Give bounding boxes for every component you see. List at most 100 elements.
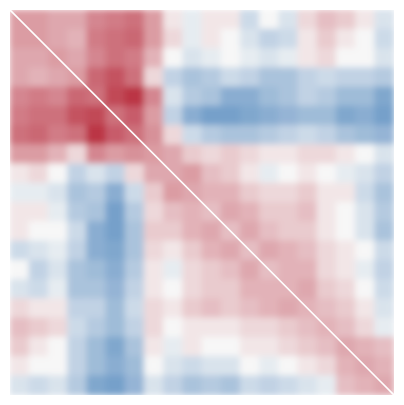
heatmap-cell <box>316 67 337 88</box>
heatmap-cell <box>105 28 126 49</box>
heatmap-cell <box>259 10 280 30</box>
heatmap-cell <box>220 202 241 223</box>
heatmap-cell <box>182 356 203 377</box>
heatmap-cell <box>105 86 126 107</box>
heatmap-cell <box>163 356 184 377</box>
heatmap-cell <box>143 375 165 395</box>
heatmap-cell <box>278 182 299 203</box>
heatmap-cell <box>67 279 88 300</box>
heatmap-cell <box>163 240 184 261</box>
heatmap-cell <box>297 163 318 184</box>
heatmap-cell <box>124 48 145 69</box>
heatmap-cell <box>86 240 107 261</box>
heatmap-cell <box>182 240 203 261</box>
heatmap-cell <box>86 125 107 146</box>
heatmap-cell <box>105 125 126 146</box>
heatmap-cell <box>10 279 30 300</box>
heatmap-cell <box>278 28 299 49</box>
heatmap-cell <box>143 28 165 49</box>
heatmap-cell <box>105 10 126 30</box>
heatmap-cell <box>86 279 107 300</box>
heatmap-cell <box>143 125 165 146</box>
heatmap-cell <box>239 163 261 184</box>
heatmap-cell <box>124 375 145 395</box>
heatmap-cell <box>335 28 357 49</box>
heatmap-cell <box>47 317 69 338</box>
heatmap-cell <box>220 10 241 30</box>
heatmap-cell <box>143 163 165 184</box>
heatmap-cell <box>220 67 241 88</box>
heatmap-cell <box>297 279 318 300</box>
heatmap-cell <box>355 240 376 261</box>
heatmap-cell <box>316 202 337 223</box>
heatmap-cell <box>220 259 241 280</box>
heatmap-cell <box>239 279 261 300</box>
heatmap-cell <box>278 67 299 88</box>
heatmap-cell <box>355 86 376 107</box>
heatmap-cell <box>67 240 88 261</box>
heatmap-cell <box>124 279 145 300</box>
heatmap-cell <box>182 163 203 184</box>
heatmap-cell <box>220 144 241 165</box>
heatmap-cell <box>105 336 126 357</box>
heatmap-cell <box>47 182 69 203</box>
heatmap-cell <box>316 86 337 107</box>
heatmap-cell <box>47 202 69 223</box>
heatmap-cell <box>67 163 88 184</box>
heatmap-cell <box>259 105 280 126</box>
heatmap-cell <box>182 144 203 165</box>
heatmap-cell <box>47 125 69 146</box>
heatmap-cell <box>335 317 357 338</box>
heatmap-cell <box>259 144 280 165</box>
heatmap-diagonal <box>9 9 395 396</box>
heatmap-cell <box>259 336 280 357</box>
heatmap-cell <box>28 105 49 126</box>
heatmap-cell <box>259 356 280 377</box>
heatmap-cell <box>143 317 165 338</box>
heatmap-cell <box>163 317 184 338</box>
heatmap-cell <box>28 144 49 165</box>
heatmap-cell <box>10 163 30 184</box>
heatmap-cell <box>47 10 69 30</box>
heatmap-cell <box>201 375 222 395</box>
heatmap-cell <box>47 28 69 49</box>
heatmap-cell <box>67 105 88 126</box>
heatmap-cell <box>259 298 280 319</box>
heatmap-cell <box>10 125 30 146</box>
heatmap-cell <box>143 86 165 107</box>
heatmap-cell <box>374 240 394 261</box>
heatmap-cell <box>355 317 376 338</box>
heatmap-cell <box>10 317 30 338</box>
heatmap-cell <box>355 182 376 203</box>
heatmap-cell <box>163 28 184 49</box>
heatmap-cell <box>297 240 318 261</box>
heatmap-cell <box>259 67 280 88</box>
heatmap-cell <box>316 356 337 377</box>
heatmap-cell <box>297 86 318 107</box>
heatmap-cell <box>220 125 241 146</box>
heatmap-cell <box>259 163 280 184</box>
heatmap-cell <box>374 86 394 107</box>
heatmap-cell <box>335 221 357 242</box>
heatmap-cell <box>220 279 241 300</box>
heatmap-cell <box>316 163 337 184</box>
heatmap-cell <box>163 10 184 30</box>
heatmap-cell <box>355 279 376 300</box>
heatmap-cell <box>47 298 69 319</box>
heatmap-cell <box>124 202 145 223</box>
heatmap-cell <box>297 48 318 69</box>
heatmap-cell <box>86 144 107 165</box>
heatmap-cell <box>220 182 241 203</box>
heatmap-cell <box>239 298 261 319</box>
heatmap-cell <box>355 163 376 184</box>
heatmap-cell <box>374 28 394 49</box>
heatmap-cell <box>220 240 241 261</box>
heatmap-cell <box>10 86 30 107</box>
heatmap-cell <box>355 259 376 280</box>
heatmap-cell <box>201 336 222 357</box>
heatmap-cell <box>355 67 376 88</box>
heatmap-cell <box>278 336 299 357</box>
heatmap-cell <box>143 356 165 377</box>
heatmap-cell <box>105 182 126 203</box>
heatmap-cell <box>335 86 357 107</box>
